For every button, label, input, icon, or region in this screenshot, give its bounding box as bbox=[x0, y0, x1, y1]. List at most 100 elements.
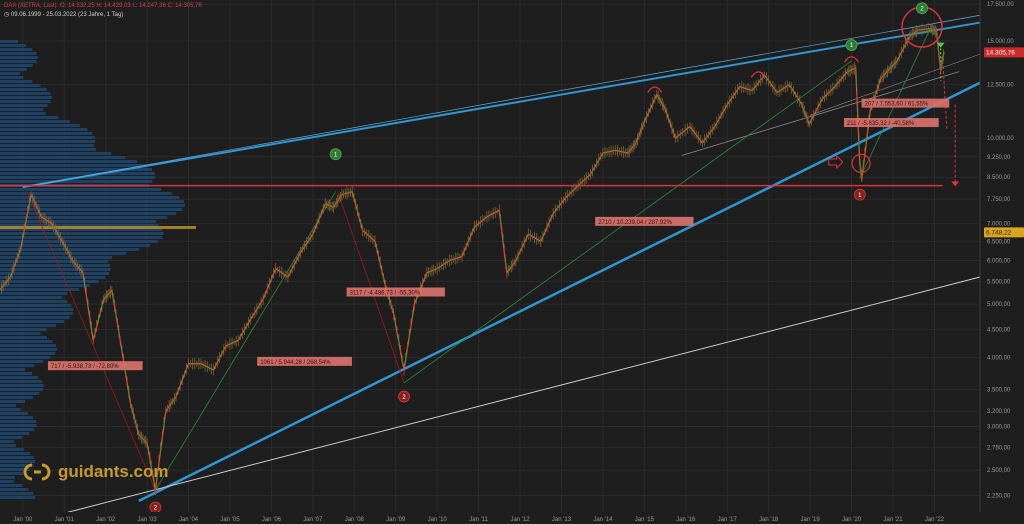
volume-profile-bar bbox=[0, 412, 28, 415]
volume-profile-bar bbox=[0, 244, 150, 247]
volume-profile-bar bbox=[0, 360, 44, 363]
volume-profile-bar bbox=[0, 264, 110, 267]
header-range: 09.06.1999 - 25.03.2022 bbox=[10, 12, 77, 18]
volume-profile-bar bbox=[0, 144, 95, 147]
y-tick-label: 5.500,00 bbox=[987, 279, 1011, 285]
volume-profile-bar bbox=[0, 72, 20, 75]
pivot-marker bbox=[845, 39, 858, 51]
pivot-marker-label: 1 bbox=[334, 152, 338, 158]
volume-profile-bar bbox=[0, 96, 52, 99]
price-series bbox=[0, 22, 945, 496]
volume-profile-bar bbox=[0, 300, 68, 303]
volume-profile-bar bbox=[0, 380, 43, 383]
volume-profile-bar bbox=[0, 460, 36, 463]
trend-lines bbox=[0, 14, 981, 524]
volume-profile-bar bbox=[0, 168, 153, 171]
volume-profile bbox=[0, 40, 196, 499]
y-tick-label: 2.250,00 bbox=[987, 493, 1011, 499]
volume-profile-bar bbox=[0, 108, 44, 111]
pivot-marker bbox=[853, 188, 866, 201]
volume-profile-bar bbox=[0, 448, 24, 451]
pivot-marker-label: 2 bbox=[154, 506, 158, 512]
move-line-down-2 bbox=[337, 191, 405, 384]
x-tick-label: Jan '10 bbox=[428, 517, 448, 523]
volume-profile-bar bbox=[0, 280, 99, 283]
volume-profile-bar bbox=[0, 192, 172, 195]
volume-profile-bar bbox=[0, 388, 43, 391]
x-tick-label: Jan '13 bbox=[552, 517, 572, 523]
pivot-marker-label: 1 bbox=[858, 193, 862, 199]
volume-profile-bar bbox=[0, 320, 65, 323]
volume-profile-bar bbox=[0, 220, 157, 223]
y-tick-label: 3.200,00 bbox=[987, 409, 1011, 415]
volume-profile-bar bbox=[0, 136, 95, 139]
volume-profile-bar bbox=[0, 416, 34, 419]
volume-profile-bar bbox=[0, 232, 164, 235]
volume-profile-bar bbox=[0, 484, 22, 487]
measure-label-box bbox=[47, 361, 143, 371]
y-tick-label: 2.500,00 bbox=[987, 468, 1011, 474]
x-tick-label: Jan '04 bbox=[179, 517, 199, 523]
volume-profile-bar bbox=[0, 452, 30, 455]
pivot-marker-label: 1 bbox=[850, 43, 854, 49]
move-line-up-1 bbox=[155, 191, 336, 491]
volume-profile-bar bbox=[0, 316, 70, 319]
volume-profile-bar bbox=[0, 492, 34, 495]
volume-profile-bar bbox=[0, 128, 88, 131]
measure-label-box bbox=[346, 287, 445, 297]
volume-profile-bar bbox=[0, 228, 163, 231]
volume-profile-bar bbox=[0, 152, 112, 155]
price-level-label: 6.748,22 bbox=[986, 230, 1012, 237]
volume-profile-bar bbox=[0, 272, 110, 275]
volume-profile-bar bbox=[0, 88, 47, 91]
volume-profile-bar bbox=[0, 356, 51, 359]
volume-profile-bar bbox=[0, 240, 158, 243]
volume-profile-bar bbox=[0, 100, 51, 103]
pivot-marker-label: 2 bbox=[402, 395, 406, 401]
x-tick-label: Jan '03 bbox=[138, 517, 158, 523]
x-tick-label: Jan '20 bbox=[842, 517, 862, 523]
price-level-label: 14.305,76 bbox=[986, 50, 1015, 57]
guidants-logo-icon bbox=[23, 463, 51, 481]
volume-profile-bar bbox=[0, 288, 80, 291]
measure-label-box bbox=[257, 356, 352, 366]
volume-profile-bar bbox=[0, 236, 163, 239]
volume-profile-bar bbox=[0, 404, 16, 407]
measure-label: 717 / -5.938,73 / -72,80% bbox=[51, 364, 119, 370]
volume-profile-bar bbox=[0, 204, 185, 207]
volume-profile-bar bbox=[0, 60, 37, 63]
y-tick-label: 4.500,00 bbox=[987, 327, 1011, 333]
measure-label: 3117 / -4.486,73 / -55,30% bbox=[350, 290, 421, 296]
volume-profile-bar bbox=[0, 268, 111, 271]
volume-profile-bar bbox=[0, 124, 80, 127]
volume-profile-bar bbox=[0, 212, 177, 215]
upper-channel-line bbox=[22, 21, 981, 189]
volume-profile-bar bbox=[0, 200, 185, 203]
x-axis-panel bbox=[0, 512, 1024, 524]
arrow-down-icon bbox=[951, 181, 960, 187]
y-tick-label: 6.000,00 bbox=[987, 259, 1011, 265]
volume-profile-bar bbox=[0, 284, 90, 287]
pivot-marker bbox=[329, 148, 342, 161]
volume-profile-bar bbox=[0, 276, 106, 279]
y-tick-label: 5.000,00 bbox=[987, 302, 1011, 308]
secondary-trend-line bbox=[681, 71, 960, 156]
volume-profile-bar bbox=[0, 468, 30, 471]
volume-profile-bar bbox=[0, 104, 48, 107]
volume-profile-bar bbox=[0, 172, 155, 175]
projection-line bbox=[942, 60, 948, 129]
x-tick-label: Jan '07 bbox=[303, 517, 323, 523]
volume-profile-bar bbox=[0, 408, 21, 411]
top-arc-marker bbox=[647, 86, 663, 93]
measure-label-box bbox=[861, 98, 950, 108]
x-tick-label: Jan '00 bbox=[13, 517, 33, 523]
x-tick-label: Jan '09 bbox=[386, 517, 406, 523]
volume-profile-bar bbox=[0, 384, 44, 387]
volume-profile-bar bbox=[0, 208, 183, 211]
volume-profile-bar bbox=[0, 160, 137, 163]
measure-label: 207 / 7.553,60 / 61,55% bbox=[865, 102, 929, 108]
long-term-support-line bbox=[20, 276, 981, 524]
y-axis-panel bbox=[980, 0, 1024, 524]
